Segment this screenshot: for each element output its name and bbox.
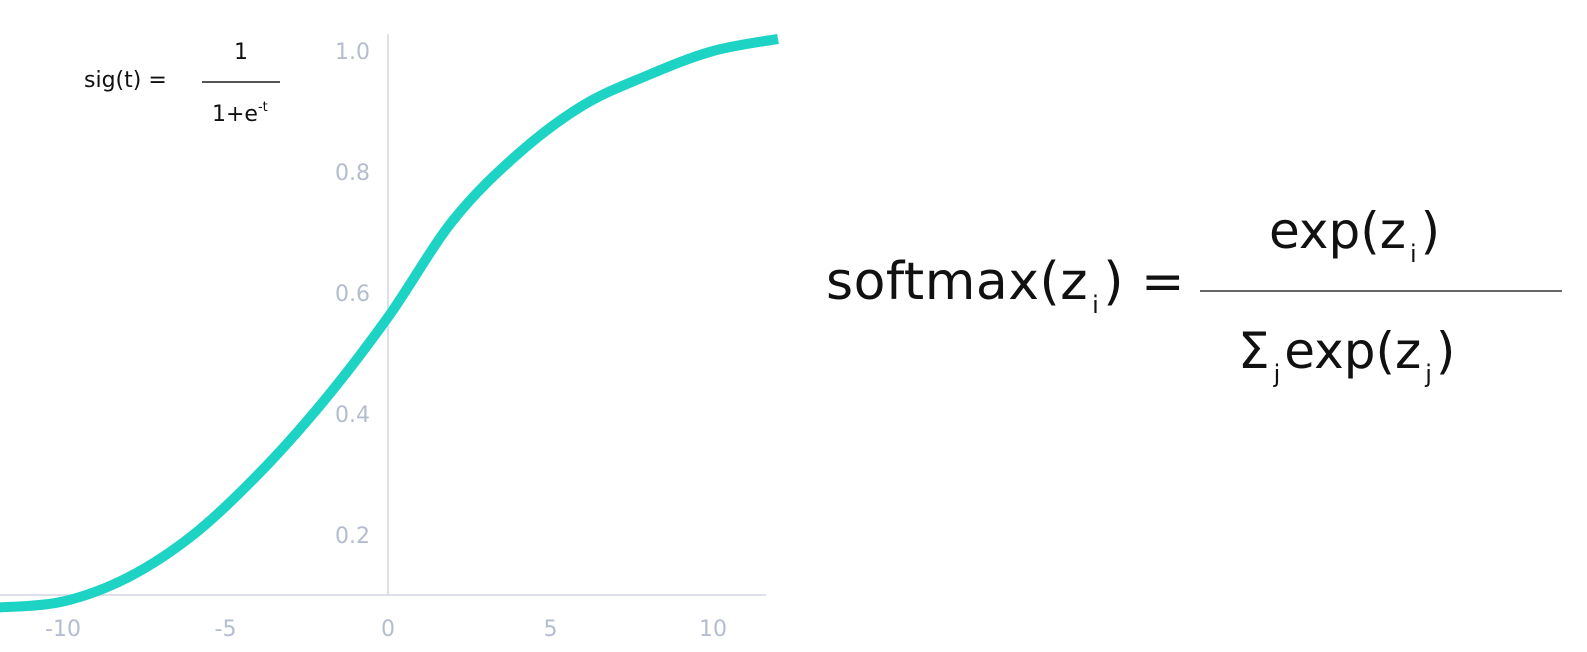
softmax-numerator-open: exp(z [1269, 202, 1406, 260]
sigmoid-curve [0, 33, 779, 613]
x-tick-label: 0 [381, 617, 395, 642]
chart-series [0, 33, 779, 613]
y-tick-label: 0.2 [335, 524, 370, 549]
x-tick-label: 10 [699, 617, 727, 642]
y-tick-label: 1.0 [335, 40, 370, 65]
softmax-lhs-subscript: i [1092, 291, 1100, 319]
softmax-lhs-close: ) = [1103, 252, 1186, 312]
softmax-denominator-open: exp(z [1284, 322, 1422, 380]
sigmoid-denominator-exponent: -t [257, 100, 268, 115]
x-tick-label: -5 [215, 617, 237, 642]
chart-ticks: -10 -5 0 5 10 0.2 0.4 0.6 0.8 1.0 [45, 40, 727, 642]
x-tick-label: -10 [45, 617, 81, 642]
softmax-sum-subscript: j [1273, 360, 1281, 388]
y-tick-label: 0.6 [335, 282, 370, 307]
softmax-lhs-name: softmax(z [826, 252, 1089, 312]
y-tick-label: 0.8 [335, 161, 370, 186]
sigmoid-formula-numerator: 1 [234, 40, 248, 65]
softmax-fraction-bar [1200, 290, 1562, 292]
sigmoid-formula-lhs: sig(t) = [84, 68, 167, 93]
softmax-formula-lhs: softmax(z i) = [826, 252, 1185, 319]
sigmoid-formula-denominator: 1+e-t [212, 100, 268, 127]
softmax-denominator-subscript: j [1425, 360, 1432, 388]
softmax-denominator-close: ) [1435, 322, 1456, 380]
x-tick-label: 5 [544, 617, 558, 642]
sigmoid-formula: sig(t) = 1 1+e-t [84, 34, 304, 134]
softmax-sum-symbol: Σ [1238, 322, 1270, 380]
sigmoid-chart: -10 -5 0 5 10 0.2 0.4 0.6 0.8 1.0 [0, 33, 779, 642]
softmax-numerator-subscript: i [1409, 240, 1417, 268]
softmax-formula-numerator: exp(z i) [1269, 202, 1440, 268]
sigmoid-denominator-base: 1+e [212, 102, 258, 127]
sigmoid-fraction-bar [202, 81, 280, 83]
softmax-numerator-close: ) [1420, 202, 1441, 260]
y-tick-label: 0.4 [335, 403, 370, 428]
